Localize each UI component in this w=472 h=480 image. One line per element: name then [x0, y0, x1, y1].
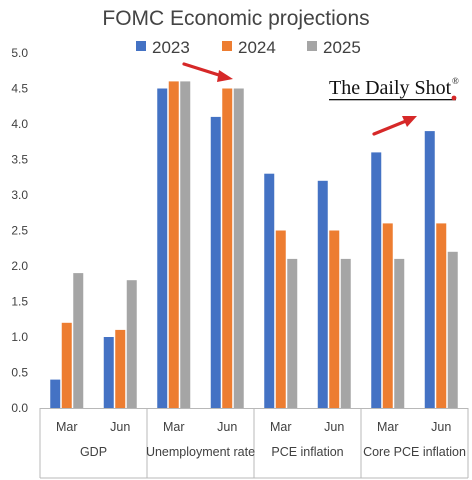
daily-shot-logo: The Daily Shot ®: [329, 76, 459, 101]
legend-label-2023: 2023: [152, 38, 190, 57]
legend: 2023 2024 2025: [136, 38, 361, 57]
brand-registered-mark: ®: [452, 76, 459, 86]
bar-2024: [115, 329, 126, 408]
legend-label-2024: 2024: [238, 38, 276, 57]
x-group-label: Unemployment rate: [146, 445, 255, 459]
legend-swatch-2025: [307, 41, 317, 51]
bar-2023: [317, 180, 328, 408]
legend-swatch-2024: [222, 41, 232, 51]
arrow-annotation-core-pce: [372, 119, 408, 136]
y-tick-label: 4.0: [11, 117, 28, 131]
bar-2024: [61, 322, 72, 408]
x-group-label: Core PCE inflation: [363, 445, 466, 459]
bar-2024: [329, 230, 340, 408]
x-category-label: Mar: [56, 420, 78, 434]
y-tick-label: 5.0: [11, 46, 28, 60]
x-category-label: Jun: [431, 420, 451, 434]
x-category-label: Jun: [324, 420, 344, 434]
legend-swatch-2023: [136, 41, 146, 51]
bar-2024: [275, 230, 286, 408]
brand-underline: [329, 99, 456, 101]
bar-2025: [340, 258, 351, 408]
x-group-label: PCE inflation: [271, 445, 343, 459]
bar-2025: [73, 273, 84, 408]
y-tick-label: 2.0: [11, 259, 28, 273]
bar-2023: [210, 116, 221, 409]
bar-2023: [424, 131, 435, 408]
y-tick-label: 0.5: [11, 366, 28, 380]
x-category-label: Mar: [163, 420, 185, 434]
x-category-label: Mar: [377, 420, 399, 434]
bar-2025: [180, 81, 191, 409]
bar-2023: [50, 379, 61, 408]
y-tick-label: 1.0: [11, 330, 28, 344]
bar-2024: [222, 88, 233, 408]
bar-2025: [287, 258, 298, 408]
bar-2023: [103, 337, 114, 408]
arrow-annotation-unemployment: [182, 62, 224, 78]
bar-2024: [168, 81, 179, 409]
x-category-label: Jun: [217, 420, 237, 434]
bar-2023: [264, 173, 275, 408]
bar-2024: [436, 223, 447, 408]
annotations: [182, 62, 417, 136]
bar-2023: [157, 88, 168, 408]
y-tick-label: 3.0: [11, 188, 28, 202]
bar-2025: [447, 251, 458, 408]
y-tick-label: 4.5: [11, 82, 28, 96]
legend-label-2025: 2025: [323, 38, 361, 57]
y-tick-label: 1.5: [11, 295, 28, 309]
bar-2025: [126, 280, 137, 408]
x-group-label: GDP: [80, 445, 107, 459]
bar-2025: [394, 258, 405, 408]
y-tick-label: 0.0: [11, 401, 28, 415]
arrow-head-core-pce: [402, 116, 417, 127]
arrow-head-unemployment: [217, 70, 233, 82]
x-category-label: Jun: [110, 420, 130, 434]
x-category-label: Mar: [270, 420, 292, 434]
bars: [50, 81, 458, 409]
y-tick-label: 3.5: [11, 153, 28, 167]
bar-2025: [233, 88, 244, 408]
brand-text: The Daily Shot: [329, 77, 452, 99]
chart-title: FOMC Economic projections: [102, 7, 369, 30]
bar-2023: [371, 152, 382, 408]
y-axis: 0.0 0.5 1.0 1.5 2.0 2.5 3.0 3.5 4.0 4.5 5.0: [11, 46, 28, 415]
y-tick-label: 2.5: [11, 224, 28, 238]
brand-dot: [451, 95, 457, 101]
bar-2024: [382, 223, 393, 408]
